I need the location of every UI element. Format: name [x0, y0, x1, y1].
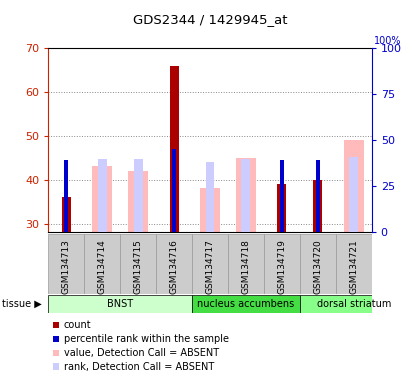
- FancyBboxPatch shape: [156, 234, 192, 294]
- Bar: [316, 161, 320, 232]
- FancyBboxPatch shape: [300, 234, 336, 294]
- Bar: [236, 158, 256, 232]
- Text: GSM134714: GSM134714: [98, 239, 107, 294]
- Text: 100%: 100%: [374, 36, 401, 46]
- Bar: [98, 159, 107, 232]
- Bar: [134, 159, 143, 232]
- Text: rank, Detection Call = ABSENT: rank, Detection Call = ABSENT: [64, 362, 214, 372]
- Bar: [349, 157, 358, 232]
- Text: GSM134718: GSM134718: [241, 239, 250, 294]
- Text: value, Detection Call = ABSENT: value, Detection Call = ABSENT: [64, 348, 219, 358]
- Bar: [65, 161, 68, 232]
- Bar: [170, 66, 178, 232]
- FancyBboxPatch shape: [48, 295, 192, 313]
- FancyBboxPatch shape: [264, 234, 300, 294]
- FancyBboxPatch shape: [336, 234, 372, 294]
- Bar: [128, 171, 148, 232]
- Bar: [277, 184, 286, 232]
- Bar: [200, 189, 220, 232]
- Text: GSM134721: GSM134721: [349, 239, 358, 294]
- Text: GSM134717: GSM134717: [205, 239, 215, 294]
- Text: GSM134715: GSM134715: [134, 239, 143, 294]
- Bar: [205, 162, 215, 232]
- Text: percentile rank within the sample: percentile rank within the sample: [64, 334, 229, 344]
- Bar: [172, 149, 176, 232]
- Text: GSM134720: GSM134720: [313, 239, 322, 294]
- Text: GSM134719: GSM134719: [277, 239, 286, 294]
- FancyBboxPatch shape: [48, 234, 84, 294]
- Bar: [62, 197, 71, 232]
- FancyBboxPatch shape: [300, 295, 408, 313]
- FancyBboxPatch shape: [84, 234, 120, 294]
- FancyBboxPatch shape: [192, 295, 300, 313]
- Bar: [280, 161, 284, 232]
- FancyBboxPatch shape: [120, 234, 156, 294]
- Bar: [241, 159, 250, 232]
- Text: GSM134713: GSM134713: [62, 239, 71, 294]
- FancyBboxPatch shape: [192, 234, 228, 294]
- Text: count: count: [64, 320, 92, 330]
- Bar: [344, 140, 364, 232]
- Text: nucleus accumbens: nucleus accumbens: [197, 299, 294, 309]
- Bar: [92, 167, 112, 232]
- Bar: [313, 180, 322, 232]
- FancyBboxPatch shape: [228, 234, 264, 294]
- Text: dorsal striatum: dorsal striatum: [317, 299, 391, 309]
- Text: GSM134716: GSM134716: [170, 239, 178, 294]
- Text: GDS2344 / 1429945_at: GDS2344 / 1429945_at: [133, 13, 287, 26]
- Text: BNST: BNST: [107, 299, 133, 309]
- Text: tissue ▶: tissue ▶: [2, 299, 42, 309]
